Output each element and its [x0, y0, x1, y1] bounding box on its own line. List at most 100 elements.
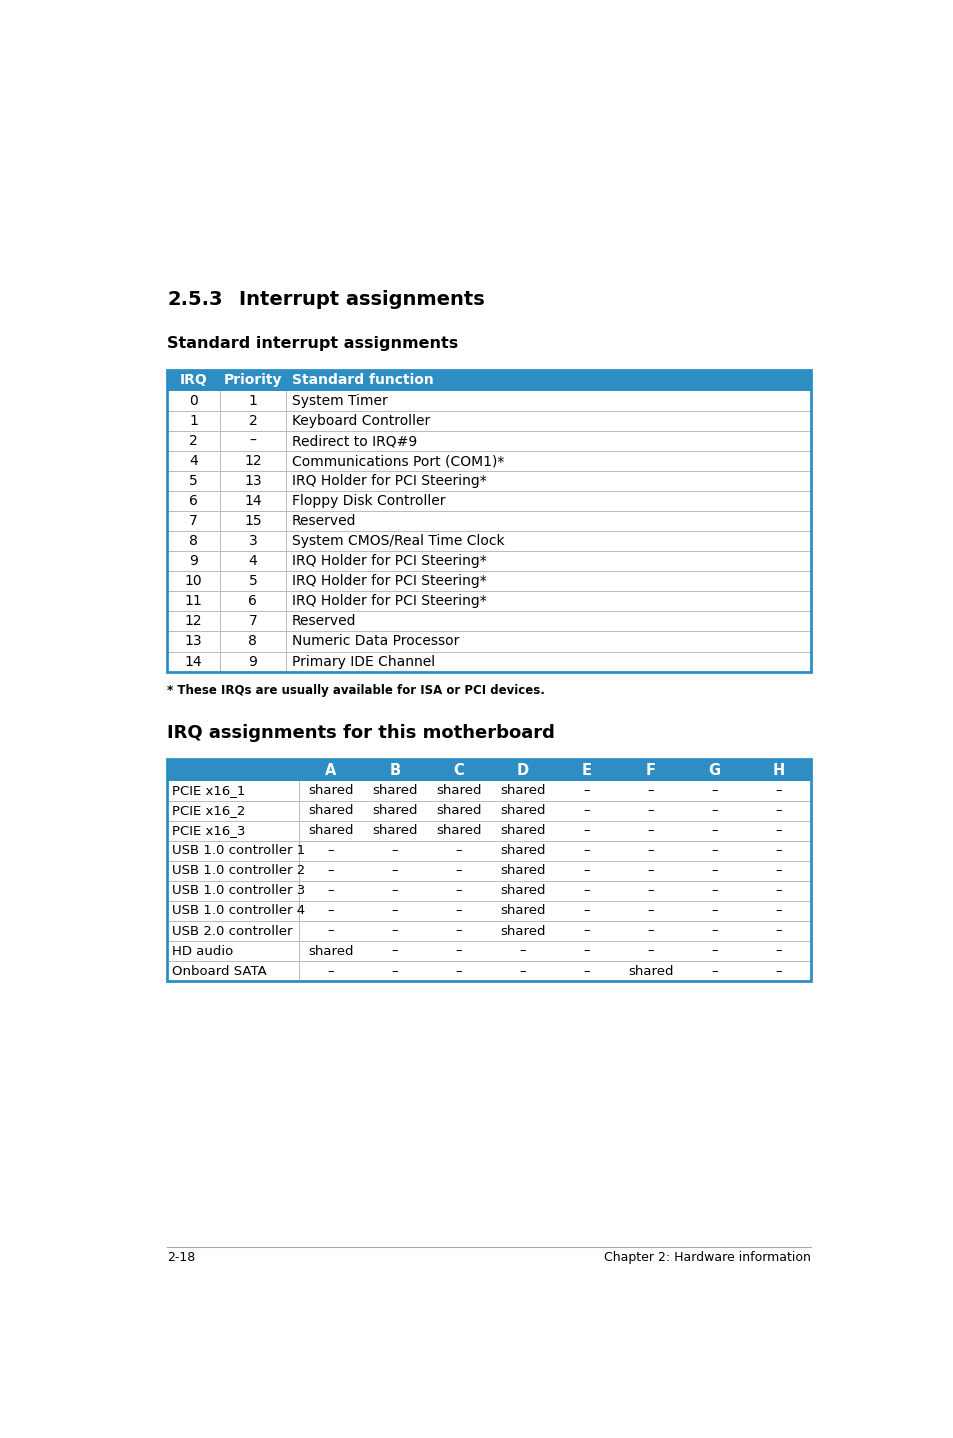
Text: –: –	[711, 925, 718, 938]
Text: –: –	[583, 965, 590, 978]
Bar	[167, 391, 810, 672]
Text: –: –	[711, 965, 718, 978]
Text: –: –	[775, 905, 781, 917]
Text: USB 1.0 controller 1: USB 1.0 controller 1	[172, 844, 305, 857]
Bar	[167, 781, 810, 981]
Text: 2: 2	[189, 434, 198, 449]
Text: –: –	[583, 804, 590, 817]
Text: shared: shared	[436, 824, 481, 837]
Text: –: –	[456, 925, 461, 938]
Text: HD audio: HD audio	[172, 945, 233, 958]
Text: 0: 0	[189, 394, 198, 408]
Text: –: –	[456, 884, 461, 897]
Text: * These IRQs are usually available for ISA or PCI devices.: * These IRQs are usually available for I…	[167, 684, 544, 697]
Text: E: E	[581, 762, 591, 778]
Text: Redirect to IRQ#9: Redirect to IRQ#9	[292, 434, 416, 449]
Text: –: –	[328, 844, 334, 857]
Text: System Timer: System Timer	[292, 394, 388, 408]
Text: Reserved: Reserved	[292, 515, 356, 528]
Text: shared: shared	[308, 824, 354, 837]
Text: IRQ Holder for PCI Steering*: IRQ Holder for PCI Steering*	[292, 475, 486, 489]
Text: shared: shared	[627, 965, 673, 978]
Text: –: –	[328, 925, 334, 938]
Text: –: –	[456, 945, 461, 958]
Text: –: –	[519, 965, 526, 978]
Text: –: –	[711, 804, 718, 817]
Text: PCIE x16_1: PCIE x16_1	[172, 784, 245, 797]
Text: 9: 9	[248, 654, 257, 669]
Text: –: –	[647, 784, 654, 797]
Text: –: –	[328, 884, 334, 897]
Text: –: –	[583, 844, 590, 857]
Text: –: –	[775, 884, 781, 897]
Text: 1: 1	[248, 394, 257, 408]
Text: G: G	[708, 762, 720, 778]
Text: 7: 7	[249, 614, 257, 628]
Text: 15: 15	[244, 515, 261, 528]
Text: –: –	[328, 864, 334, 877]
Text: 2-18: 2-18	[167, 1251, 195, 1264]
Text: 2.5.3: 2.5.3	[167, 289, 223, 309]
Text: –: –	[583, 905, 590, 917]
Text: shared: shared	[499, 844, 545, 857]
Text: shared: shared	[436, 804, 481, 817]
Text: 3: 3	[249, 535, 257, 548]
Text: USB 2.0 controller: USB 2.0 controller	[172, 925, 293, 938]
Text: 1: 1	[189, 414, 198, 429]
Text: –: –	[775, 864, 781, 877]
Text: 12: 12	[244, 454, 261, 469]
Text: 2: 2	[249, 414, 257, 429]
Text: H: H	[772, 762, 784, 778]
Text: –: –	[711, 945, 718, 958]
Text: –: –	[392, 945, 397, 958]
Bar	[167, 759, 810, 981]
Text: 7: 7	[189, 515, 198, 528]
Text: C: C	[453, 762, 464, 778]
Text: –: –	[711, 824, 718, 837]
Text: shared: shared	[308, 804, 354, 817]
Text: USB 1.0 controller 3: USB 1.0 controller 3	[172, 884, 305, 897]
Text: 8: 8	[248, 634, 257, 649]
Text: shared: shared	[499, 804, 545, 817]
Text: 10: 10	[185, 574, 202, 588]
Text: Interrupt assignments: Interrupt assignments	[239, 289, 485, 309]
Text: System CMOS/Real Time Clock: System CMOS/Real Time Clock	[292, 535, 504, 548]
Text: IRQ Holder for PCI Steering*: IRQ Holder for PCI Steering*	[292, 555, 486, 568]
Text: 9: 9	[189, 555, 198, 568]
Text: –: –	[392, 864, 397, 877]
Text: –: –	[392, 965, 397, 978]
Text: –: –	[647, 804, 654, 817]
Text: Numeric Data Processor: Numeric Data Processor	[292, 634, 459, 649]
Text: shared: shared	[372, 824, 417, 837]
Text: B: B	[389, 762, 400, 778]
Text: –: –	[392, 884, 397, 897]
Text: –: –	[519, 945, 526, 958]
Text: shared: shared	[499, 784, 545, 797]
Text: D: D	[517, 762, 528, 778]
Text: –: –	[711, 844, 718, 857]
Text: –: –	[583, 864, 590, 877]
Text: IRQ Holder for PCI Steering*: IRQ Holder for PCI Steering*	[292, 574, 486, 588]
Text: –: –	[583, 945, 590, 958]
Text: 11: 11	[185, 594, 202, 608]
Text: –: –	[647, 824, 654, 837]
Text: 6: 6	[248, 594, 257, 608]
Text: –: –	[711, 784, 718, 797]
Text: shared: shared	[372, 784, 417, 797]
Text: –: –	[775, 804, 781, 817]
Text: –: –	[711, 905, 718, 917]
Text: 4: 4	[249, 555, 257, 568]
Text: Onboard SATA: Onboard SATA	[172, 965, 267, 978]
Text: USB 1.0 controller 4: USB 1.0 controller 4	[172, 905, 305, 917]
Text: –: –	[456, 844, 461, 857]
Text: –: –	[583, 925, 590, 938]
Text: Keyboard Controller: Keyboard Controller	[292, 414, 430, 429]
Text: shared: shared	[308, 784, 354, 797]
Text: 14: 14	[244, 495, 261, 509]
Text: USB 1.0 controller 2: USB 1.0 controller 2	[172, 864, 305, 877]
Text: –: –	[583, 884, 590, 897]
Text: IRQ: IRQ	[179, 374, 208, 387]
Text: –: –	[647, 884, 654, 897]
Text: PCIE x16_3: PCIE x16_3	[172, 824, 245, 837]
Text: –: –	[328, 965, 334, 978]
